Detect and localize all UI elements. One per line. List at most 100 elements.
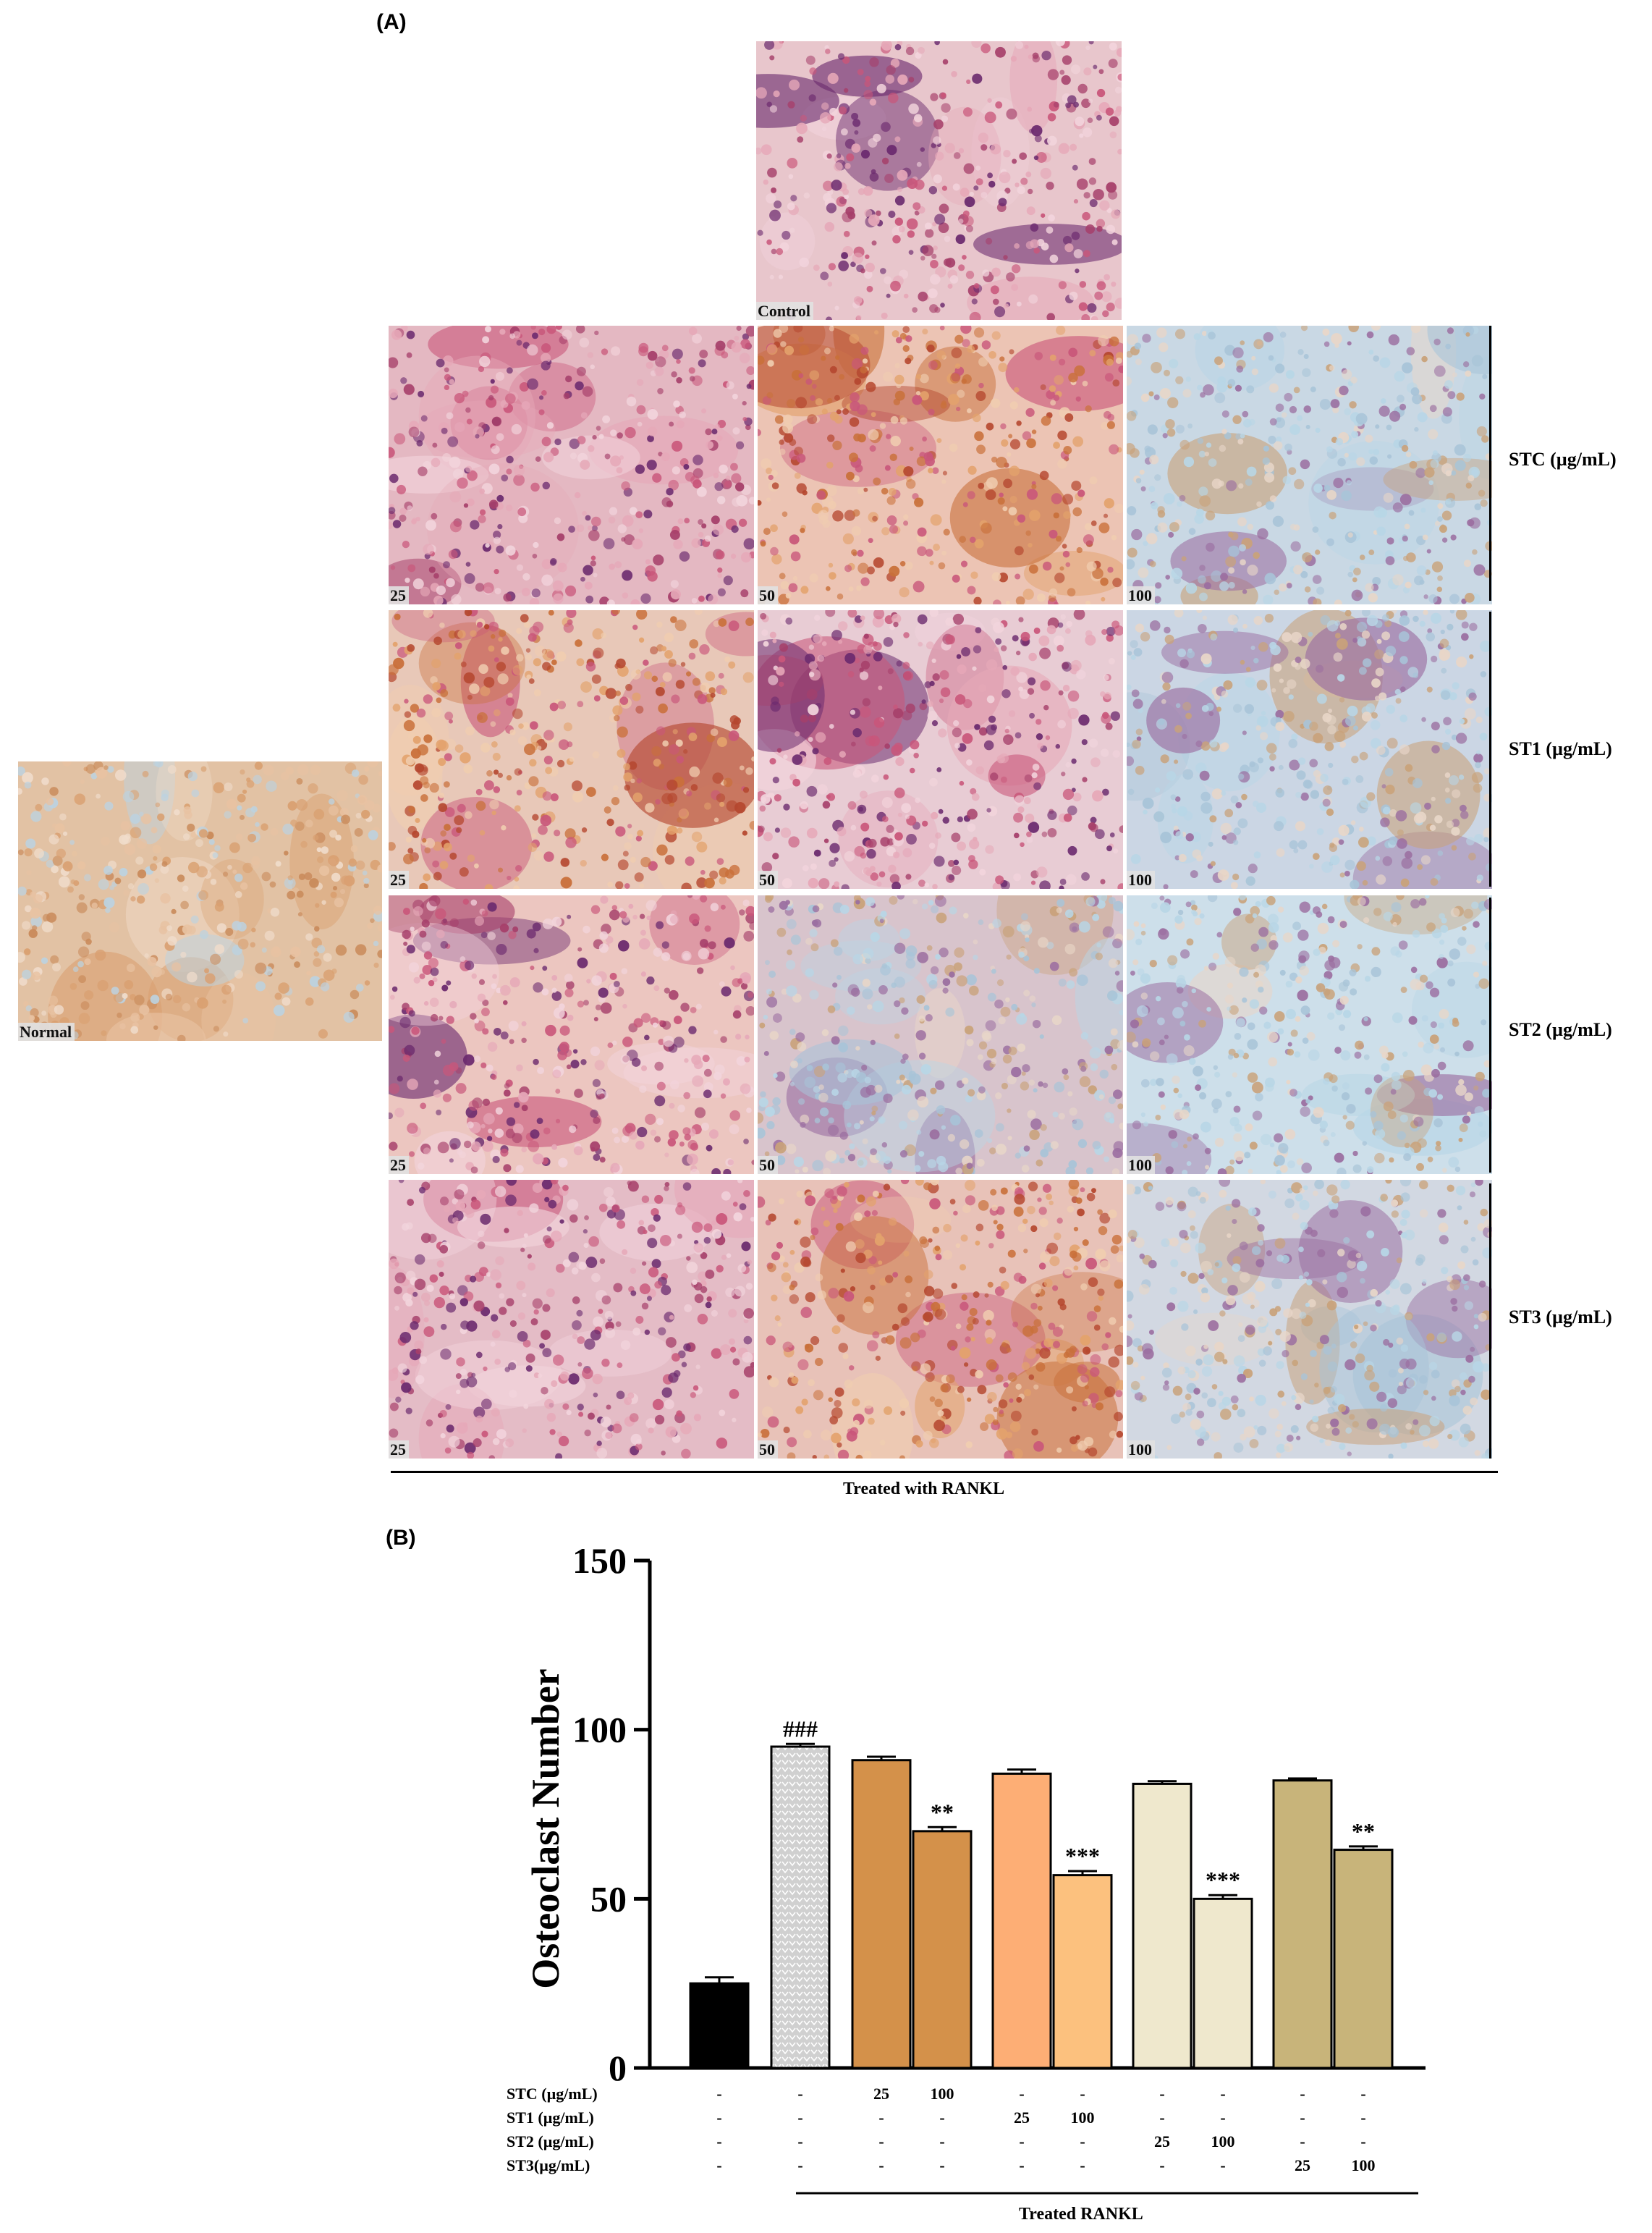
dose-cell: - — [797, 2132, 802, 2150]
micrograph-st2-50: 50 — [758, 895, 1123, 1174]
significance-label: *** — [1065, 1843, 1100, 1869]
dose-row-label: ST3(µg/mL) — [507, 2156, 590, 2174]
micrograph-label: 25 — [389, 871, 409, 889]
significance-label: ** — [1352, 1818, 1375, 1844]
dose-cell: - — [1360, 2085, 1365, 2103]
dose-cell: - — [716, 2109, 721, 2127]
bracket-stc — [1489, 326, 1491, 601]
dose-cell: - — [797, 2156, 802, 2174]
dose-cell: - — [1220, 2085, 1225, 2103]
dose-row-label: STC (µg/mL) — [507, 2085, 598, 2103]
y-axis-label: Osteoclast Number — [524, 1668, 567, 1988]
dose-cell: - — [1080, 2132, 1085, 2150]
dose-cell: - — [1080, 2156, 1085, 2174]
micrograph-label: 50 — [758, 1440, 778, 1459]
micrograph-label: 25 — [389, 1440, 409, 1459]
dose-cell: - — [1220, 2109, 1225, 2127]
micrograph-st3-100: 100 — [1127, 1180, 1492, 1459]
micrograph-control: Control — [756, 41, 1122, 320]
dose-cell: 100 — [1352, 2156, 1376, 2174]
bar — [991, 1772, 1052, 2069]
bracket-st1 — [1489, 612, 1491, 887]
row-label-stc: STC (µg/mL) — [1509, 449, 1617, 470]
dose-cell: 25 — [873, 2085, 889, 2103]
micrograph-st3-25: 25 — [389, 1180, 754, 1459]
dose-cell: 25 — [1154, 2132, 1170, 2150]
chart-group-label: Treated RANKL — [1019, 2205, 1143, 2224]
dose-cell: - — [1360, 2109, 1365, 2127]
bar — [770, 1745, 831, 2069]
dose-cell: - — [716, 2132, 721, 2150]
significance-label: ** — [931, 1799, 954, 1825]
micrograph-stc-50: 50 — [758, 326, 1123, 604]
y-tick-label: 150 — [572, 1540, 627, 1581]
dose-cell: - — [1019, 2132, 1024, 2150]
bar — [1052, 1874, 1113, 2069]
dose-cell: - — [878, 2109, 884, 2127]
micrograph-st3-50: 50 — [758, 1180, 1123, 1459]
bracket-st2 — [1489, 898, 1491, 1173]
micrograph-stc-25: 25 — [389, 326, 754, 604]
micrograph-st2-25: 25 — [389, 895, 754, 1174]
dose-cell: - — [797, 2109, 802, 2127]
bar — [689, 1982, 750, 2069]
dose-cell: 25 — [1014, 2109, 1030, 2127]
dose-cell: - — [1019, 2085, 1024, 2103]
dose-cell: - — [939, 2132, 944, 2150]
micrograph-normal: Normal — [18, 761, 382, 1041]
treated-rankl-label: Treated with RANKL — [843, 1479, 1005, 1498]
bar — [912, 1830, 973, 2069]
bar — [1193, 1897, 1253, 2069]
micrograph-label: 25 — [389, 1156, 409, 1174]
dose-cell: - — [797, 2085, 802, 2103]
micrograph-label: 50 — [758, 1156, 778, 1174]
bar — [851, 1759, 912, 2069]
dose-cell: - — [1300, 2132, 1305, 2150]
bracket-st3 — [1489, 1183, 1491, 1459]
bar — [1333, 1849, 1394, 2069]
dose-cell: 100 — [931, 2085, 954, 2103]
micrograph-st2-100: 100 — [1127, 895, 1492, 1174]
dose-row-label: ST2 (µg/mL) — [507, 2132, 594, 2150]
micrograph-label: 100 — [1127, 1156, 1155, 1174]
row-label-st2: ST2 (µg/mL) — [1509, 1019, 1612, 1040]
dose-cell: - — [1360, 2132, 1365, 2150]
micrograph-label: 100 — [1127, 871, 1155, 889]
y-tick-label: 50 — [590, 1878, 627, 1919]
dose-cell: - — [716, 2156, 721, 2174]
micrograph-st1-50: 50 — [758, 610, 1123, 889]
significance-label: ### — [783, 1715, 818, 1742]
bar — [1272, 1779, 1333, 2069]
dose-cell: - — [878, 2156, 884, 2174]
dose-cell: - — [1159, 2085, 1164, 2103]
micrograph-label: 100 — [1127, 1440, 1155, 1459]
significance-label: *** — [1206, 1867, 1240, 1893]
micrograph-label: 25 — [389, 586, 409, 604]
dose-cell: - — [1080, 2085, 1085, 2103]
treated-rankl-line — [391, 1471, 1498, 1473]
dose-cell: - — [1019, 2156, 1024, 2174]
dose-cell: 100 — [1211, 2132, 1235, 2150]
micrograph-label: 100 — [1127, 586, 1155, 604]
micrograph-label: 50 — [758, 586, 778, 604]
dose-cell: - — [1300, 2085, 1305, 2103]
row-label-st3: ST3 (µg/mL) — [1509, 1307, 1612, 1327]
dose-cell: - — [939, 2109, 944, 2127]
dose-cell: 100 — [1071, 2109, 1095, 2127]
dose-cell: - — [1220, 2156, 1225, 2174]
panel-a-label: (A) — [376, 10, 407, 34]
dose-cell: - — [716, 2085, 721, 2103]
dose-cell: 25 — [1295, 2156, 1310, 2174]
panel-b-label: (B) — [386, 1526, 416, 1550]
dose-cell: - — [1159, 2156, 1164, 2174]
row-label-st1: ST1 (µg/mL) — [1509, 738, 1612, 759]
micrograph-st1-25: 25 — [389, 610, 754, 889]
dose-row-label: ST1 (µg/mL) — [507, 2109, 594, 2127]
micrograph-label: Normal — [18, 1023, 75, 1041]
dose-cell: - — [939, 2156, 944, 2174]
micrograph-st1-100: 100 — [1127, 610, 1492, 889]
bar — [1132, 1782, 1193, 2069]
micrograph-label: 50 — [758, 871, 778, 889]
dose-cell: - — [878, 2132, 884, 2150]
